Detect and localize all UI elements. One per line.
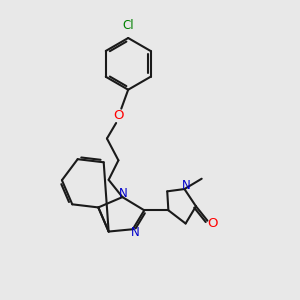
Text: N: N [119, 187, 128, 200]
Text: N: N [131, 226, 140, 238]
Text: N: N [182, 178, 190, 191]
Text: Cl: Cl [122, 19, 134, 32]
Text: O: O [113, 109, 124, 122]
Text: O: O [207, 217, 217, 230]
